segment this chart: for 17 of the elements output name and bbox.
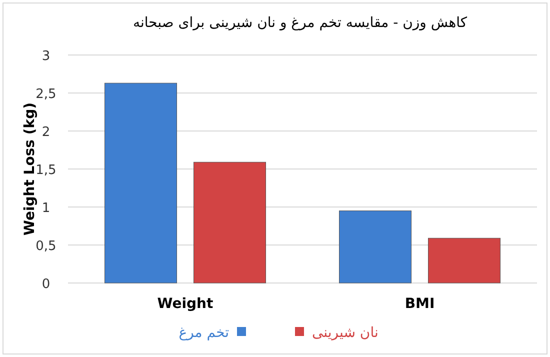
bar xyxy=(194,162,266,284)
y-tick-label: 1 xyxy=(42,201,50,216)
y-axis-title: Weight Loss (kg) xyxy=(22,102,38,236)
legend-label: نان شیرینی xyxy=(312,325,378,341)
x-tick-label: BMI xyxy=(404,296,435,312)
bar xyxy=(428,238,500,284)
bar xyxy=(339,210,412,284)
y-tick-label: 0 xyxy=(42,277,50,292)
x-tick-label: Weight xyxy=(157,296,214,312)
y-tick-label: 2 xyxy=(42,125,50,140)
text: تخم مرغ xyxy=(178,325,230,341)
y-tick-label: 0,5 xyxy=(36,239,56,254)
y-tick-label: 1,5 xyxy=(36,163,56,178)
y-tick-label: 2,5 xyxy=(36,87,56,102)
bar xyxy=(104,82,177,284)
chart-title: کاهش وزن - مقایسه تخم مرغ و نان شیرینی برای صبحانه xyxy=(132,15,468,31)
y-tick-label: 3 xyxy=(42,49,50,64)
